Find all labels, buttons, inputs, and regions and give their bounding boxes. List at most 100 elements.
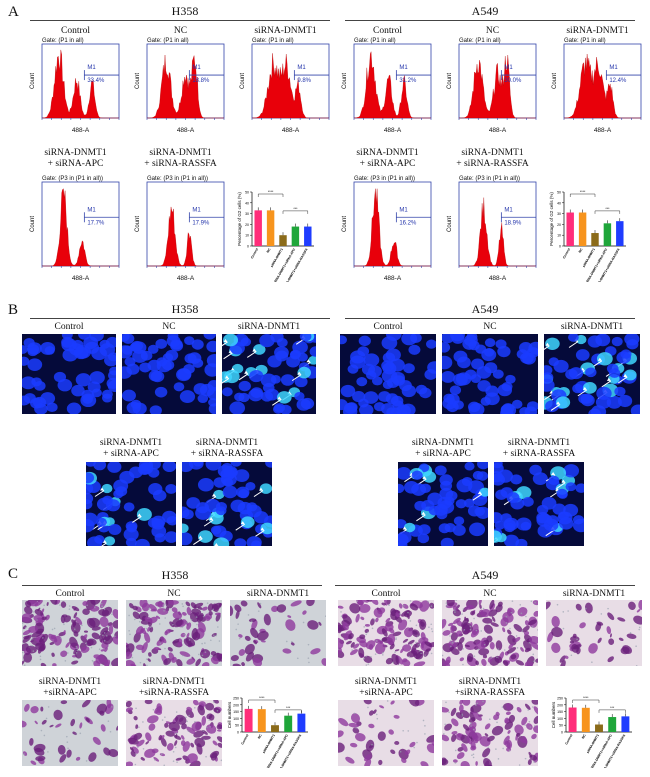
a-h358-histogram-plot-2-gate-label: Gate: (P1 in all) bbox=[252, 38, 294, 44]
b-h358-title-2: siRNA-DNMT1 bbox=[237, 322, 301, 332]
a-a549-histogram-plot-2-xlabel: 488-A bbox=[594, 127, 612, 134]
divider-b-a549 bbox=[345, 318, 635, 319]
a-a549-bar-chart-xtick-3: siRNA-DNMT1+siRNA-APC bbox=[584, 247, 608, 282]
c-a549-bar-chart-bar-2 bbox=[595, 724, 603, 732]
a-h358-histogram-plot-1-svg: M1 18.8% Gate: (P1 in all) 488-A Count bbox=[135, 38, 225, 134]
c-a549-bar-chart-significance-1: *** bbox=[610, 706, 615, 710]
b-h358-fluorescence-1 bbox=[122, 334, 216, 414]
b-h358-fluorescence-2 bbox=[222, 334, 316, 414]
a-h358-title-1: NC bbox=[173, 26, 188, 36]
group-label-b-a549: A549 bbox=[471, 302, 499, 316]
a-h358-histogram-plot-1-gate-label: Gate: (P1 in all) bbox=[147, 38, 189, 44]
a-a549-bar-chart-bar-3 bbox=[603, 223, 612, 246]
c-h358-bar-chart-significance-0: **** bbox=[259, 696, 265, 700]
c-h358-stain-4 bbox=[126, 700, 222, 766]
a-a549-histogram-plot-3-histogram bbox=[354, 188, 431, 267]
a-h358-bar-chart-bar-2 bbox=[279, 235, 287, 246]
a-a549-histogram-plot-2-histogram bbox=[564, 53, 641, 119]
group-label-c-a549: A549 bbox=[471, 568, 499, 582]
a-a549-histogram-plot-2-gate-label: Gate: (P1 in all) bbox=[564, 38, 606, 44]
a-h358-title-0: Control bbox=[60, 26, 91, 36]
a-h358-histogram-plot-0-m1-label: M1 bbox=[87, 65, 96, 71]
divider-b-h358 bbox=[30, 318, 330, 319]
c-a549-bar-chart-ytick-2: 100 bbox=[557, 717, 563, 721]
a-h358-bar-chart-ytick-3: 30 bbox=[245, 212, 249, 216]
a-a549-combo-title-1-line1: siRNA-DNMT1 bbox=[461, 148, 524, 158]
a-a549-histogram-plot-0-xlabel: 488-A bbox=[384, 127, 402, 134]
a-h358-histogram-plot-2-m1-label: M1 bbox=[297, 65, 306, 71]
a-a549-histogram-plot-2: M1 12.4% Gate: (P1 in all) 488-A Count bbox=[550, 34, 645, 134]
c-h358-bar-chart-bar-2 bbox=[271, 725, 279, 732]
a-h358-combo-title-1-line2: + siRNA-RASSFA bbox=[144, 159, 217, 169]
a-h358-bar-chart-ytick-1: 10 bbox=[245, 234, 249, 238]
a-h358-histogram-plot-2: M1 9.8% Gate: (P1 in all) 488-A Count bbox=[238, 34, 333, 134]
a-h358-histogram-plot-4-svg: M1 17.9% Gate: (P3 in (P1 in all)) 488-A Cou… bbox=[135, 176, 225, 282]
c-a549-bar-chart-xtick-0: Control bbox=[564, 733, 573, 745]
a-h358-combo-title-0-line2: + siRNA-APC bbox=[47, 159, 104, 169]
a-a549-bar-chart-xtick-1: NC bbox=[578, 247, 584, 254]
a-a549-bar-chart-ytick-3: 30 bbox=[557, 212, 561, 216]
a-h358-bar-chart-bar-1 bbox=[266, 210, 275, 246]
c-h358-title-0: Control bbox=[55, 589, 85, 599]
b-h358-fluorescence-3 bbox=[86, 462, 176, 546]
a-h358-histogram-plot-0-ylabel: Count bbox=[30, 73, 36, 89]
a-h358-histogram-plot-3-m1-value: 17.7% bbox=[87, 220, 105, 226]
a-h358-histogram-plot-1-histogram bbox=[147, 54, 224, 119]
a-h358-histogram-plot-0-svg: M1 33.4% Gate: (P1 in all) 488-A Count bbox=[30, 38, 120, 134]
c-h358-stain-3 bbox=[22, 700, 118, 766]
a-h358-bar-chart-ytick-4: 40 bbox=[245, 201, 249, 205]
c-h358-stain-0 bbox=[22, 600, 118, 666]
a-h358-bar-chart: Percentage of G2 cells (%) 0 10 20 30 40 50 Con… bbox=[236, 182, 318, 290]
a-a549-combo-title-1-line2: + siRNA-RASSFA bbox=[456, 159, 529, 169]
a-a549-title-0: Control bbox=[372, 26, 403, 36]
a-a549-bar-chart-xtick-0: Control bbox=[562, 247, 571, 259]
c-h358-combo-title-0-line1: siRNA-DNMT1 bbox=[38, 677, 102, 687]
c-a549-bar-chart-ytick-4: 200 bbox=[557, 703, 563, 707]
c-a549-combo-title-0-line2: +siRNA-APC bbox=[359, 688, 413, 698]
a-a549-histogram-plot-1-m1-label: M1 bbox=[504, 65, 513, 71]
a-a549-histogram-plot-1-gate-label: Gate: (P1 in all) bbox=[459, 38, 501, 44]
a-a549-bar-chart-ytick-1: 10 bbox=[557, 234, 561, 238]
c-h358-bar-chart-xtick-2: siRNA-DNMT1 bbox=[262, 733, 276, 754]
a-h358-combo-title-0-line1: siRNA-DNMT1 bbox=[44, 148, 107, 158]
a-h358-histogram-plot-4-gate-label: Gate: (P3 in (P1 in all)) bbox=[147, 176, 208, 182]
a-a549-bar-chart-significance-1: *** bbox=[605, 207, 610, 211]
a-a549-histogram-plot-1-svg: M1 30.0% Gate: (P1 in all) 488-A Count bbox=[447, 38, 537, 134]
c-a549-bar-chart-bar-1 bbox=[581, 707, 590, 732]
a-h358-histogram-plot-3-m1-label: M1 bbox=[87, 207, 96, 213]
c-h358-bar-chart-ytick-4: 200 bbox=[233, 703, 239, 707]
group-label-a-h358: H358 bbox=[171, 4, 199, 18]
a-a549-histogram-plot-1-histogram bbox=[459, 54, 536, 119]
b-h358-combo-title-0-line1: siRNA-DNMT1 bbox=[99, 438, 163, 448]
a-a549-bar-chart-ytick-4: 40 bbox=[557, 201, 561, 205]
a-a549-histogram-plot-4-xlabel: 488-A bbox=[489, 275, 507, 282]
b-h358-combo-title-0-line2: + siRNA-APC bbox=[103, 449, 159, 459]
a-a549-histogram-plot-1-m1-value: 30.0% bbox=[504, 78, 522, 84]
c-a549-combo-title-1-line1: siRNA-DNMT1 bbox=[458, 677, 522, 687]
c-h358-bar-chart-xtick-1: NC bbox=[257, 733, 263, 740]
c-a549-bar-chart-xtick-2: siRNA-DNMT1 bbox=[586, 733, 600, 754]
b-h358-title-1: NC bbox=[162, 322, 176, 332]
a-h358-histogram-plot-3-xlabel: 488-A bbox=[72, 275, 90, 282]
a-a549-histogram-plot-1-xlabel: 488-A bbox=[489, 127, 507, 134]
a-h358-bar-chart-significance-1: *** bbox=[293, 207, 298, 211]
a-a549-histogram-plot-3-m1-value: 16.2% bbox=[399, 220, 417, 226]
b-a549-combo-title-0-line1: siRNA-DNMT1 bbox=[411, 438, 475, 448]
a-a549-histogram-plot-0-ylabel: Count bbox=[342, 73, 348, 89]
a-h358-histogram-plot-3-gate-label: Gate: (P3 in (P1 in all)) bbox=[42, 176, 103, 182]
b-a549-fluorescence-4 bbox=[494, 462, 584, 546]
a-a549-histogram-plot-4-ylabel: Count bbox=[447, 216, 453, 232]
c-h358-combo-title-1-line1: siRNA-DNMT1 bbox=[142, 677, 206, 687]
a-a549-histogram-plot-0-histogram bbox=[353, 51, 431, 119]
a-a549-histogram-plot-2-ylabel: Count bbox=[552, 73, 558, 89]
a-h358-bar-chart-ylabel: Percentage of G2 cells (%) bbox=[237, 192, 242, 246]
a-a549-histogram-plot-4-m1-label: M1 bbox=[504, 207, 513, 213]
a-h358-bar-chart-ytick-2: 20 bbox=[245, 223, 249, 227]
c-a549-bar-chart-ylabel: Cell numbers bbox=[551, 701, 556, 728]
c-a549-bar-chart-ytick-3: 150 bbox=[557, 710, 563, 714]
a-h358-bar-chart-bar-4 bbox=[304, 226, 312, 246]
a-h358-histogram-plot-3-ylabel: Count bbox=[30, 216, 36, 232]
c-h358-bar-chart-ytick-5: 250 bbox=[233, 697, 239, 701]
a-a549-histogram-plot-4-histogram bbox=[459, 197, 536, 267]
a-h358-histogram-plot-2-xlabel: 488-A bbox=[282, 127, 300, 134]
